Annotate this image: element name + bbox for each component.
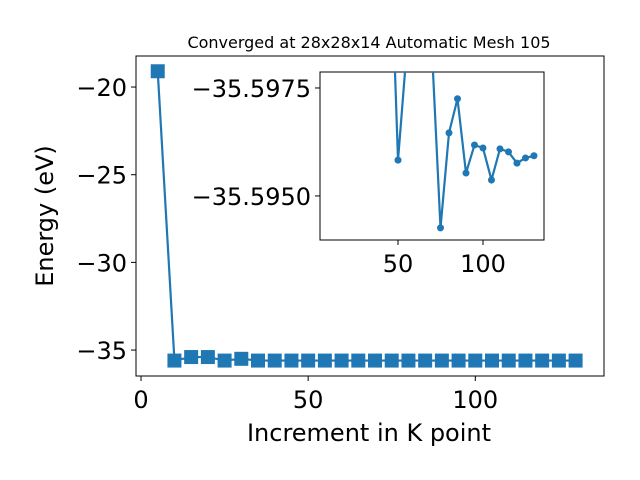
point bbox=[351, 353, 366, 368]
plot-content bbox=[150, 64, 583, 368]
point bbox=[462, 169, 470, 177]
point bbox=[251, 353, 266, 368]
x-axis-label: Increment in K point bbox=[247, 419, 491, 447]
x-tick-label: 50 bbox=[293, 386, 324, 414]
point bbox=[434, 353, 449, 368]
point bbox=[384, 353, 399, 368]
y-tick-label: −25 bbox=[76, 162, 127, 190]
point bbox=[301, 353, 316, 368]
point bbox=[501, 353, 516, 368]
point bbox=[334, 353, 349, 368]
point bbox=[535, 353, 550, 368]
point bbox=[487, 176, 495, 184]
point bbox=[184, 350, 199, 365]
y-tick-label: −35.5975 bbox=[192, 75, 311, 103]
y-tick-label: −35.5950 bbox=[192, 183, 311, 211]
point bbox=[530, 152, 538, 160]
series-line bbox=[393, 72, 535, 229]
point bbox=[518, 353, 533, 368]
point bbox=[234, 351, 249, 366]
point bbox=[284, 353, 299, 368]
point bbox=[317, 353, 332, 368]
point bbox=[401, 353, 416, 368]
point bbox=[436, 224, 444, 232]
point bbox=[496, 145, 504, 153]
chart-title: Converged at 28x28x14 Automatic Mesh 105 bbox=[187, 33, 550, 52]
point bbox=[568, 353, 583, 368]
point bbox=[200, 350, 215, 365]
point bbox=[418, 353, 433, 368]
point bbox=[267, 353, 282, 368]
point bbox=[167, 353, 182, 368]
y-tick-label: −35 bbox=[76, 337, 127, 365]
point bbox=[513, 159, 521, 167]
point bbox=[394, 156, 402, 164]
point bbox=[551, 353, 566, 368]
x-tick-label: 0 bbox=[133, 386, 148, 414]
x-tick-label: 100 bbox=[460, 250, 506, 278]
point bbox=[150, 64, 165, 79]
point bbox=[453, 95, 461, 103]
point bbox=[485, 353, 500, 368]
point bbox=[217, 353, 232, 368]
x-tick-label: 50 bbox=[383, 250, 414, 278]
point bbox=[504, 148, 512, 156]
y-tick-label: −30 bbox=[76, 249, 127, 277]
y-axis-label: Energy (eV) bbox=[31, 145, 59, 287]
point bbox=[470, 141, 478, 149]
point bbox=[479, 144, 487, 152]
plot-content bbox=[393, 72, 538, 232]
point bbox=[468, 353, 483, 368]
y-tick-label: −20 bbox=[76, 74, 127, 102]
point bbox=[368, 353, 383, 368]
x-tick-label: 100 bbox=[452, 386, 498, 414]
plot-area bbox=[319, 71, 545, 241]
point bbox=[445, 129, 453, 137]
point bbox=[521, 154, 529, 162]
point bbox=[451, 353, 466, 368]
